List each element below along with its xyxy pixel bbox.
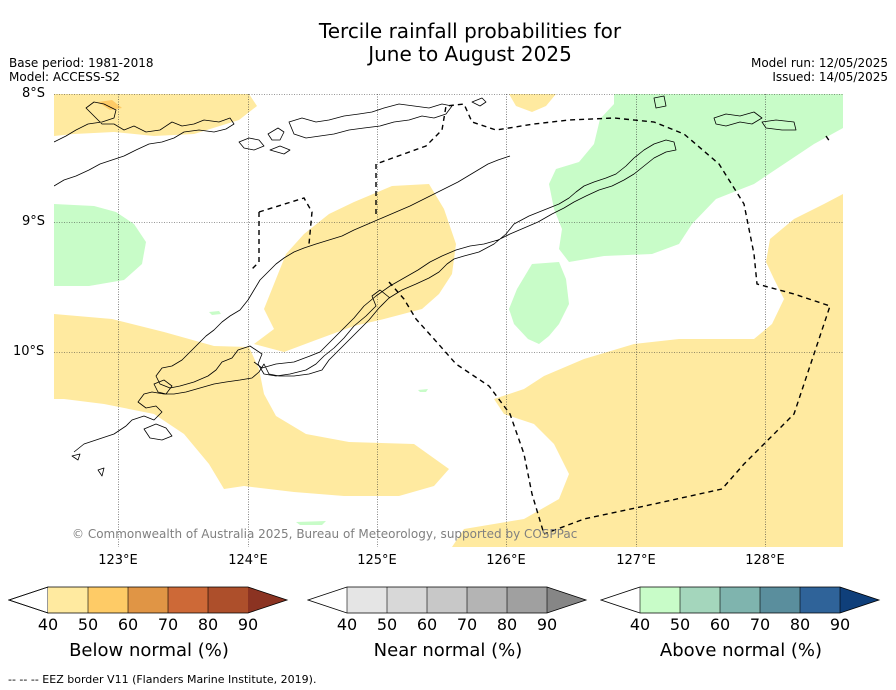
colorbar-below-normal-segment-1: [48, 587, 88, 613]
colorbar-near-normal-segment-4: [467, 587, 507, 613]
colorbar-near-label: Near normal (%): [373, 640, 523, 661]
above-normal-region-speck-2: [296, 521, 326, 525]
colorbar-near-normal-segment-2: [387, 587, 427, 613]
base-period: Base period: 1981-2018: [9, 56, 154, 70]
below-normal-region-south-east: [452, 194, 843, 547]
colorbar-above-normal: [600, 586, 881, 614]
eez-border-east-tick: [825, 135, 831, 143]
colorbar-near-tick-60: 60: [416, 615, 438, 634]
below-normal-region-north-east: [509, 94, 556, 112]
eez-border-north: [251, 212, 260, 270]
coastline-alor: [288, 103, 453, 139]
lon-label-127e: 127°E: [616, 553, 656, 568]
colorbar-below-normal-segment-6: [248, 587, 287, 613]
colorbar-near-normal-segment-6: [547, 587, 586, 613]
eez-border-note: -- -- -- EEZ border V11 (Flanders Marine…: [8, 673, 317, 686]
below-normal-region-west: [54, 314, 449, 496]
colorbar-below-label: Below normal (%): [69, 640, 229, 661]
colorbar-below-tick-80: 80: [197, 615, 219, 634]
above-normal-region-speck-1: [209, 311, 221, 315]
colorbar-below-tick-90: 90: [237, 615, 259, 634]
coastline-timor-south: [155, 155, 511, 389]
title-line-1: Tercile rainfall probabilities for: [318, 19, 622, 43]
colorbar-near-tick-90: 90: [536, 615, 558, 634]
colorbar-near-normal-segment-0: [308, 587, 347, 613]
coastline-alor-west: [269, 145, 291, 155]
colorbar-above-normal-segment-4: [760, 587, 800, 613]
colorbar-above-normal-segment-2: [680, 587, 720, 613]
colorbar-below-normal-segment-3: [128, 587, 168, 613]
coastline-island-1: [238, 137, 265, 151]
lon-label-126e: 126°E: [486, 553, 526, 568]
colorbar-near-normal-segment-5: [507, 587, 547, 613]
colorbar-near-normal-segment-1: [347, 587, 387, 613]
lat-label-8s: 8°S: [22, 86, 46, 101]
model-name: Model: ACCESS-S2: [9, 70, 121, 84]
eez-border-centre: [375, 103, 831, 535]
eez-border-south: [388, 281, 545, 535]
colorbar-above-tick-80: 80: [789, 615, 811, 634]
coastline-semau: [143, 423, 173, 441]
colorbar-below-tick-60: 60: [117, 615, 139, 634]
graticule: [54, 94, 843, 547]
colorbar-below-tick-40: 40: [37, 615, 59, 634]
copyright-notice: © Commonwealth of Australia 2025, Bureau…: [72, 527, 578, 541]
lat-label-10s: 10°S: [13, 344, 45, 359]
lon-label-128e: 128°E: [745, 553, 785, 568]
model-run-date: Model run: 12/05/2025: [750, 56, 888, 70]
colorbar-near-tick-50: 50: [376, 615, 398, 634]
colorbar-below-normal-outline: [8, 586, 289, 614]
colorbar-below-normal-segment-5: [208, 587, 248, 613]
coastline-flores-east: [54, 101, 235, 187]
coastlines: [54, 95, 797, 477]
colorbar-above-normal-segment-1: [640, 587, 680, 613]
coastline-small-isle: [97, 467, 105, 477]
above-normal-regions: [54, 94, 843, 525]
coastline-sawu: [71, 453, 81, 461]
coastline-atauro: [471, 97, 487, 107]
colorbar-below-normal-segment-2: [88, 587, 128, 613]
lat-label-9s: 9°S: [22, 214, 46, 229]
colorbar-above-normal-segment-5: [800, 587, 840, 613]
coastline-wetar-north: [653, 95, 667, 109]
colorbar-near-tick-70: 70: [456, 615, 478, 634]
coastline-island-2: [267, 127, 285, 141]
title-line-2: June to August 2025: [368, 42, 572, 66]
colorbar-below-normal-segment-0: [8, 586, 49, 614]
below-normal-region-small-orange: [98, 100, 122, 110]
eez-border: [251, 103, 831, 535]
below-normal-region-central: [254, 184, 456, 352]
coastline-timor-north: [73, 139, 677, 453]
colorbar-below-normal: [8, 586, 289, 614]
lon-label-123e: 123°E: [98, 553, 138, 568]
rainfall-map: [54, 94, 843, 547]
above-normal-region-speck-3: [418, 389, 428, 392]
above-normal-region-west: [54, 204, 146, 286]
colorbar-above-normal-segment-6: [840, 587, 879, 613]
colorbar-above-normal-segment-0: [601, 587, 640, 613]
colorbar-above-tick-90: 90: [829, 615, 851, 634]
colorbar-near-tick-80: 80: [496, 615, 518, 634]
coastline-tanimbar-2: [761, 119, 797, 131]
lon-label-125e: 125°E: [357, 553, 397, 568]
above-normal-region-north-east: [549, 94, 843, 262]
coastline-rote: [153, 379, 173, 395]
eez-border-west-1: [258, 197, 313, 245]
colorbar-below-normal-segment-4: [168, 587, 208, 613]
colorbar-above-tick-60: 60: [709, 615, 731, 634]
lon-label-124e: 124°E: [228, 553, 268, 568]
colorbar-near-normal: [307, 586, 588, 614]
colorbar-above-tick-50: 50: [669, 615, 691, 634]
colorbar-above-tick-40: 40: [629, 615, 651, 634]
colorbar-below-tick-50: 50: [77, 615, 99, 634]
colorbar-above-label: Above normal (%): [659, 640, 823, 661]
colorbar-near-normal-segment-3: [427, 587, 467, 613]
colorbar-above-tick-70: 70: [749, 615, 771, 634]
issued-date: Issued: 14/05/2025: [772, 70, 888, 84]
colorbar-below-tick-70: 70: [157, 615, 179, 634]
above-normal-region-central: [509, 262, 569, 344]
colorbar-above-normal-segment-3: [720, 587, 760, 613]
colorbar-near-tick-40: 40: [336, 615, 358, 634]
coastline-tanimbar-1: [713, 111, 763, 127]
